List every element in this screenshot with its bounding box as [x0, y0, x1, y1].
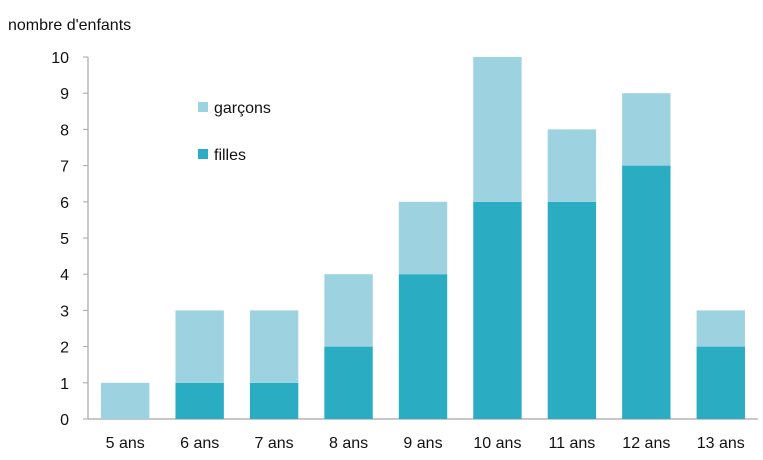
bar-garçons-7-ans: [249, 310, 299, 383]
bar-filles-6-ans: [175, 382, 224, 419]
bar-garçons-5-ans: [101, 382, 150, 419]
y-tick-label-6: 6: [60, 195, 69, 212]
y-tick-label-10: 10: [51, 50, 69, 67]
x-tick-label-6-ans: 6 ans: [180, 435, 219, 452]
y-tick-label-3: 3: [60, 303, 69, 320]
bar-filles-11-ans: [547, 201, 597, 419]
legend-swatch-garçons: [198, 102, 208, 112]
legend-swatch-filles: [198, 149, 208, 159]
bar-filles-10-ans: [473, 201, 522, 419]
y-tick-label-8: 8: [60, 122, 69, 139]
x-tick-label-10-ans: 10 ans: [473, 435, 521, 452]
bar-garçons-10-ans: [473, 57, 522, 202]
bar-filles-7-ans: [249, 382, 299, 419]
bar-garçons-6-ans: [175, 310, 224, 383]
y-tick-label-2: 2: [60, 340, 69, 357]
y-tick-label-9: 9: [60, 86, 69, 103]
x-tick-label-13-ans: 13 ans: [697, 435, 745, 452]
bar-filles-12-ans: [622, 165, 671, 419]
bar-garçons-13-ans: [696, 310, 745, 347]
y-tick-label-7: 7: [60, 159, 69, 176]
bar-garçons-8-ans: [324, 274, 373, 347]
y-tick-label-4: 4: [60, 267, 69, 284]
bar-filles-9-ans: [398, 274, 448, 419]
y-axis-title: nombre d'enfants: [8, 17, 131, 34]
x-tick-label-8-ans: 8 ans: [329, 435, 368, 452]
legend-label-garçons: garçons: [214, 100, 271, 117]
x-tick-label-12-ans: 12 ans: [622, 435, 670, 452]
bar-filles-13-ans: [696, 346, 745, 419]
x-tick-label-9-ans: 9 ans: [403, 435, 442, 452]
plot-area: 0 1 2 3 4 5 6 7 8 9 10 5 ans 6 ans 7 ans 8 ans 9 ans 10 …: [51, 50, 758, 452]
x-tick-label-5-ans: 5 ans: [106, 435, 145, 452]
y-tick-label-0: 0: [60, 412, 69, 429]
bar-garçons-12-ans: [622, 93, 671, 166]
y-tick-label-5: 5: [60, 231, 69, 248]
legend-label-filles: filles: [214, 147, 246, 164]
y-tick-label-1: 1: [60, 376, 69, 393]
x-tick-label-11-ans: 11 ans: [548, 435, 595, 452]
bar-garçons-11-ans: [547, 129, 597, 202]
x-tick-label-7-ans: 7 ans: [255, 435, 294, 452]
bar-filles-8-ans: [324, 346, 373, 419]
bar-garçons-9-ans: [398, 201, 448, 275]
